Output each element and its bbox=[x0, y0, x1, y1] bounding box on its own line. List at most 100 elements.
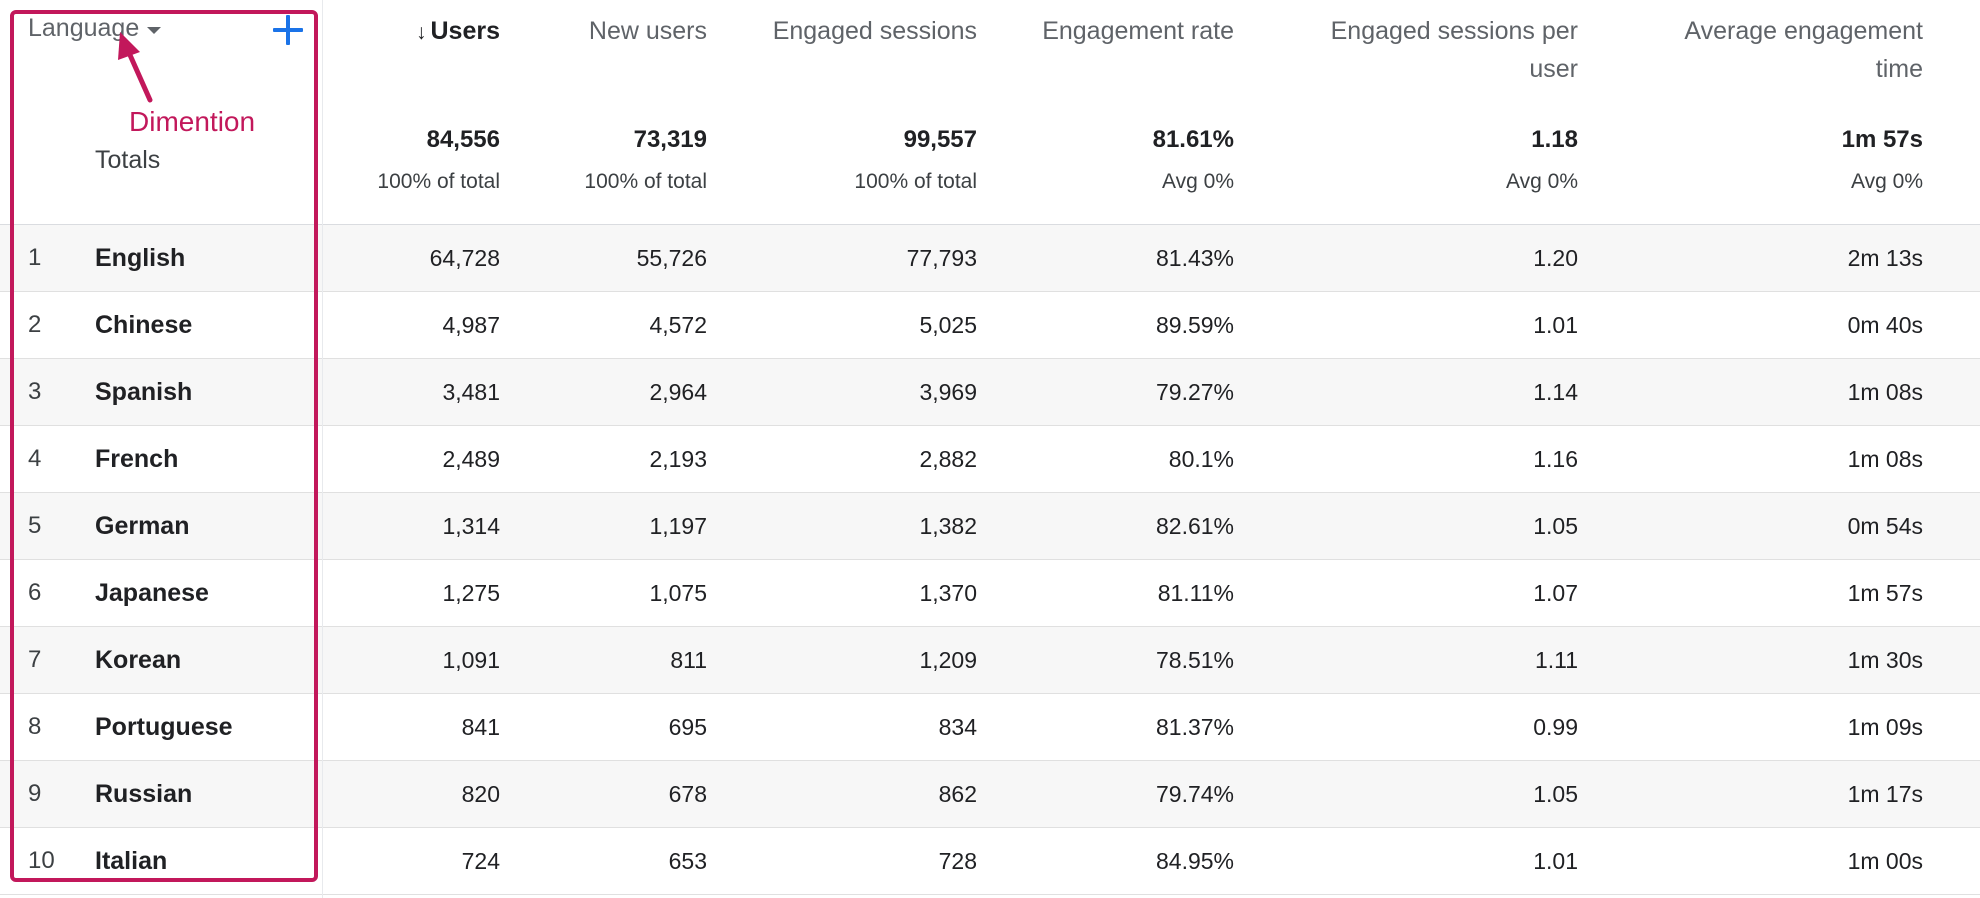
cell-engagement-rate: 79.27% bbox=[1155, 379, 1234, 405]
table-row[interactable]: 6 Japanese 1,275 1,075 1,370 81.11% 1.07… bbox=[0, 560, 1980, 627]
cell-avg-engagement-time: 1m 17s bbox=[1847, 781, 1923, 807]
column-header-engaged-sessions-per-user[interactable]: Engaged sessions per user bbox=[1330, 17, 1578, 83]
table-row[interactable]: 10 Italian 724 653 728 84.95% 1.01 1m 00… bbox=[0, 828, 1980, 895]
arrow-down-icon: ↓ bbox=[416, 21, 427, 44]
column-header-users[interactable]: ↓ Users bbox=[416, 17, 500, 45]
cell-engagement-rate: 82.61% bbox=[1155, 513, 1234, 539]
row-index: 8 bbox=[28, 713, 42, 740]
plus-icon[interactable] bbox=[270, 12, 306, 48]
cell-avg-engagement-time: 1m 08s bbox=[1847, 379, 1923, 405]
table-row[interactable]: 9 Russian 820 678 862 79.74% 1.05 1m 17s bbox=[0, 761, 1980, 828]
row-language[interactable]: Spanish bbox=[95, 378, 193, 406]
total-subtext: 100% of total bbox=[377, 170, 500, 193]
cell-engaged-sessions: 728 bbox=[938, 848, 977, 874]
total-value: 84,556 bbox=[426, 126, 500, 153]
cell-avg-engagement-time: 1m 00s bbox=[1847, 848, 1923, 874]
cell-engagement-rate: 80.1% bbox=[1168, 446, 1234, 472]
cell-new-users: 1,197 bbox=[649, 513, 707, 539]
total-subtext: Avg 0% bbox=[1851, 170, 1923, 193]
total-value: 81.61% bbox=[1152, 126, 1234, 153]
cell-sessions-per-user: 1.20 bbox=[1533, 245, 1578, 271]
row-index: 1 bbox=[28, 244, 42, 271]
dimension-selector[interactable]: Language bbox=[28, 14, 162, 43]
cell-avg-engagement-time: 1m 30s bbox=[1847, 647, 1923, 673]
cell-engagement-rate: 81.37% bbox=[1155, 714, 1234, 740]
column-header-engagement-rate[interactable]: Engagement rate bbox=[1042, 17, 1234, 45]
column-header-average-engagement-time[interactable]: Average engagement time bbox=[1684, 17, 1923, 83]
row-index: 7 bbox=[28, 646, 42, 673]
cell-users: 2,489 bbox=[442, 446, 500, 472]
annotation-label: Dimention bbox=[129, 106, 256, 137]
cell-sessions-per-user: 1.01 bbox=[1533, 312, 1578, 338]
cell-users: 1,314 bbox=[442, 513, 500, 539]
row-language[interactable]: French bbox=[95, 445, 179, 473]
cell-sessions-per-user: 1.01 bbox=[1533, 848, 1578, 874]
cell-engagement-rate: 78.51% bbox=[1155, 647, 1234, 673]
row-language[interactable]: German bbox=[95, 512, 190, 540]
row-language[interactable]: Korean bbox=[95, 646, 182, 674]
row-language[interactable]: Russian bbox=[95, 780, 193, 808]
total-value: 73,319 bbox=[633, 126, 707, 153]
cell-engaged-sessions: 1,209 bbox=[919, 647, 977, 673]
annotation-arrow-icon bbox=[118, 32, 153, 103]
cell-users: 3,481 bbox=[442, 379, 500, 405]
cell-sessions-per-user: 1.16 bbox=[1533, 446, 1578, 472]
cell-sessions-per-user: 1.14 bbox=[1533, 379, 1578, 405]
cell-users: 820 bbox=[461, 781, 500, 807]
cell-new-users: 811 bbox=[670, 647, 707, 673]
cell-engaged-sessions: 3,969 bbox=[919, 379, 977, 405]
cell-engaged-sessions: 1,382 bbox=[919, 513, 977, 539]
cell-engaged-sessions: 2,882 bbox=[919, 446, 977, 472]
row-language[interactable]: Italian bbox=[95, 847, 168, 875]
table-row[interactable]: 8 Portuguese 841 695 834 81.37% 0.99 1m … bbox=[0, 694, 1980, 761]
table-row[interactable]: 2 Chinese 4,987 4,572 5,025 89.59% 1.01 … bbox=[0, 292, 1980, 359]
table-row[interactable]: 3 Spanish 3,481 2,964 3,969 79.27% 1.14 … bbox=[0, 359, 1980, 426]
row-language[interactable]: Chinese bbox=[95, 311, 193, 339]
table-row[interactable]: 7 Korean 1,091 811 1,209 78.51% 1.11 1m … bbox=[0, 627, 1980, 694]
cell-new-users: 695 bbox=[668, 714, 707, 740]
row-language[interactable]: Japanese bbox=[95, 579, 209, 607]
total-subtext: 100% of total bbox=[584, 170, 707, 193]
table-row[interactable]: 1 English 64,728 55,726 77,793 81.43% 1.… bbox=[0, 225, 1980, 292]
cell-engaged-sessions: 862 bbox=[938, 781, 977, 807]
cell-engagement-rate: 81.11% bbox=[1157, 580, 1234, 606]
cell-avg-engagement-time: 2m 13s bbox=[1847, 245, 1923, 271]
cell-engagement-rate: 89.59% bbox=[1155, 312, 1234, 338]
row-language[interactable]: English bbox=[95, 244, 186, 272]
row-index: 5 bbox=[28, 512, 42, 539]
cell-avg-engagement-time: 1m 09s bbox=[1847, 714, 1923, 740]
table-row[interactable]: 5 German 1,314 1,197 1,382 82.61% 1.05 0… bbox=[0, 493, 1980, 560]
table-row[interactable]: 4 French 2,489 2,193 2,882 80.1% 1.16 1m… bbox=[0, 426, 1980, 493]
cell-users: 841 bbox=[461, 714, 500, 740]
cell-users: 724 bbox=[461, 848, 500, 874]
cell-avg-engagement-time: 0m 54s bbox=[1847, 513, 1923, 539]
cell-sessions-per-user: 0.99 bbox=[1533, 714, 1578, 740]
cell-sessions-per-user: 1.11 bbox=[1534, 647, 1578, 673]
cell-users: 1,091 bbox=[442, 647, 500, 673]
column-header-engaged-sessions[interactable]: Engaged sessions bbox=[772, 17, 977, 45]
table-header: Language ↓ Users New users Engaged sessio… bbox=[0, 0, 1980, 225]
total-subtext: Avg 0% bbox=[1506, 170, 1578, 193]
cell-new-users: 1,075 bbox=[649, 580, 707, 606]
row-index: 10 bbox=[28, 847, 55, 874]
totals-label: Totals bbox=[95, 146, 161, 174]
total-value: 1m 57s bbox=[1841, 126, 1923, 153]
row-index: 2 bbox=[28, 311, 42, 338]
cell-new-users: 653 bbox=[668, 848, 707, 874]
column-header-new-users[interactable]: New users bbox=[588, 17, 707, 45]
total-value: 99,557 bbox=[903, 126, 977, 153]
cell-engagement-rate: 84.95% bbox=[1155, 848, 1234, 874]
cell-users: 1,275 bbox=[442, 580, 500, 606]
cell-engagement-rate: 79.74% bbox=[1155, 781, 1234, 807]
row-index: 4 bbox=[28, 445, 42, 472]
cell-engaged-sessions: 834 bbox=[938, 714, 977, 740]
cell-avg-engagement-time: 0m 40s bbox=[1847, 312, 1923, 338]
cell-new-users: 2,193 bbox=[649, 446, 707, 472]
cell-sessions-per-user: 1.05 bbox=[1533, 513, 1578, 539]
cell-avg-engagement-time: 1m 57s bbox=[1847, 580, 1923, 606]
cell-new-users: 4,572 bbox=[649, 312, 707, 338]
cell-new-users: 678 bbox=[668, 781, 707, 807]
row-language[interactable]: Portuguese bbox=[95, 713, 233, 741]
cell-sessions-per-user: 1.07 bbox=[1533, 580, 1578, 606]
column-divider bbox=[322, 0, 323, 898]
